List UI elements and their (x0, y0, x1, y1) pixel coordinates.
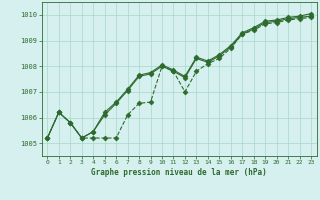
X-axis label: Graphe pression niveau de la mer (hPa): Graphe pression niveau de la mer (hPa) (91, 168, 267, 177)
